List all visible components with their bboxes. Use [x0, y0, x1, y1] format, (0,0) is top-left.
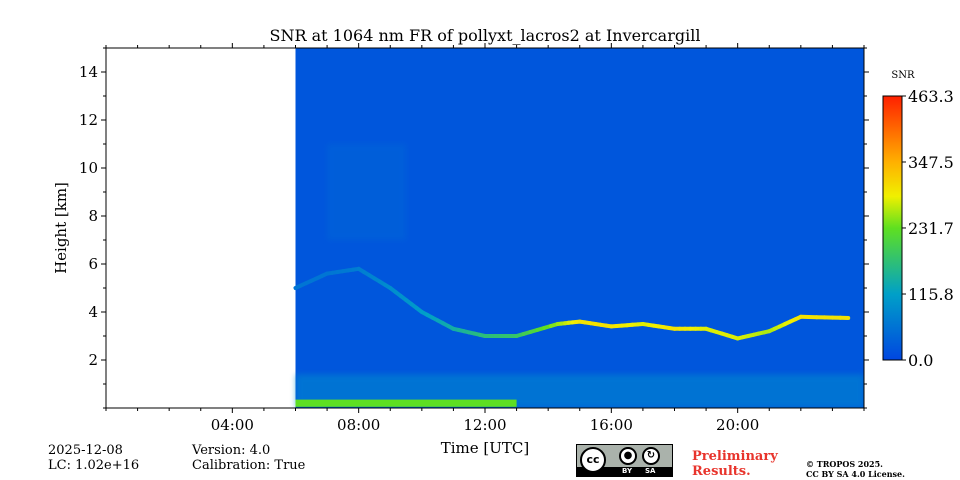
- colorbar-tick-label: 0.0: [908, 351, 933, 370]
- cc-icon: cc: [580, 447, 606, 473]
- colorbar-label: SNR: [891, 70, 915, 81]
- y-axis-label: Height [km]: [52, 182, 70, 274]
- copyright-line1: © TROPOS 2025.: [806, 459, 883, 469]
- colorbar-tick-label: 115.8: [908, 285, 954, 304]
- x-tick-label: 16:00: [590, 416, 633, 434]
- footer-date: 2025-12-08: [48, 443, 123, 458]
- footer-calibration: Calibration: True: [192, 458, 306, 473]
- y-tick-label: 2: [88, 351, 98, 369]
- preliminary-results-line2: Results.: [692, 464, 751, 479]
- y-tick-label: 6: [88, 255, 98, 273]
- cc-sa-label: SA: [645, 467, 656, 475]
- share-alike-icon: ↻: [642, 447, 660, 465]
- footer-lc: LC: 1.02e+16: [48, 458, 140, 473]
- cc-license-badge: cc ● ↻ BY SA: [576, 444, 673, 477]
- copyright-line2: CC BY SA 4.0 License.: [806, 469, 905, 479]
- colorbar-tick-label: 463.3: [908, 87, 954, 106]
- cc-by-label: BY: [622, 467, 633, 475]
- x-axis-label: Time [UTC]: [441, 439, 530, 457]
- y-tick-label: 12: [79, 111, 98, 129]
- x-tick-label: 20:00: [716, 416, 759, 434]
- y-tick-label: 10: [79, 159, 98, 177]
- x-tick-label: 12:00: [463, 416, 506, 434]
- y-tick-label: 14: [79, 63, 98, 81]
- footer-version: Version: 4.0: [192, 443, 271, 458]
- surface-snr-peak: [295, 399, 517, 407]
- colorbar: [882, 95, 903, 361]
- x-tick-label: 04:00: [211, 416, 254, 434]
- attribution-person-icon: ●: [619, 447, 637, 465]
- x-tick-label: 08:00: [337, 416, 380, 434]
- y-tick-label: 8: [88, 207, 98, 225]
- heatmap-field: [293, 48, 864, 408]
- colorbar-tick-label: 231.7: [908, 219, 954, 238]
- cloud-layer: [293, 266, 851, 341]
- y-tick-label: 4: [88, 303, 98, 321]
- preliminary-results-line1: Preliminary: [692, 449, 778, 464]
- colorbar-tick-label: 347.5: [908, 153, 954, 172]
- thin-cirrus-layer: [327, 144, 407, 240]
- chart-title: SNR at 1064 nm FR of pollyxt_lacros2 at …: [270, 26, 701, 45]
